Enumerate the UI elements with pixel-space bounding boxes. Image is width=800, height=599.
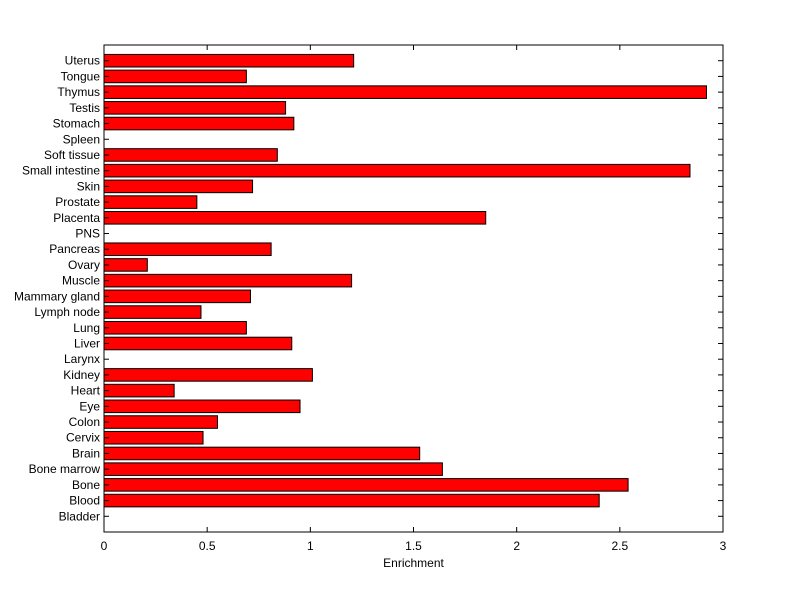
bar-thymus — [103, 85, 707, 99]
x-axis-label: Enrichment — [383, 556, 444, 570]
bar-eye — [103, 399, 301, 414]
y-tick-label: Skin — [77, 179, 100, 193]
bar-blood — [103, 493, 600, 508]
bar-pancreas — [103, 242, 272, 257]
bar-stomach — [103, 116, 295, 131]
y-tick-label: Pancreas — [49, 242, 100, 256]
bar-muscle — [103, 273, 353, 288]
x-tick-label: 1.5 — [405, 539, 422, 553]
y-tick-label: Testis — [69, 101, 100, 115]
x-tick-label: 2 — [513, 539, 520, 553]
y-tick-label: Stomach — [53, 117, 100, 131]
x-tick-label: 0.5 — [199, 539, 216, 553]
plot-frame — [103, 44, 724, 533]
x-tick-label: 1 — [307, 539, 314, 553]
bar-group — [103, 53, 707, 508]
bar-ovary — [103, 258, 148, 272]
y-tick-label: Blood — [69, 494, 100, 508]
bar-bone-marrow — [103, 462, 443, 476]
bar-lung — [103, 320, 247, 335]
y-tick-label: Ovary — [68, 258, 100, 272]
y-tick-label: Kidney — [63, 368, 100, 382]
x-tick-label: 0 — [101, 539, 108, 553]
bar-testis — [103, 101, 287, 115]
bar-colon — [103, 415, 218, 429]
bar-soft-tissue — [103, 148, 278, 162]
y-tick-label: Liver — [74, 336, 100, 350]
bar-cervix — [103, 430, 204, 445]
y-tick-label: Mammary gland — [14, 289, 100, 303]
y-tick-label: Small intestine — [22, 164, 100, 178]
bar-skin — [103, 179, 254, 194]
bar-kidney — [103, 368, 313, 382]
bar-lymph-node — [103, 305, 202, 319]
bar-small-intestine — [103, 163, 691, 178]
y-tick-label: PNS — [75, 227, 100, 241]
bar-bone — [103, 478, 629, 492]
y-tick-label: Brain — [72, 446, 100, 460]
x-tick-label: 2.5 — [611, 539, 628, 553]
y-tick-label: Spleen — [63, 132, 100, 146]
y-tick-label: Placenta — [53, 211, 100, 225]
bar-prostate — [103, 195, 198, 209]
bar-heart — [103, 383, 175, 398]
y-tick-label: Soft tissue — [44, 148, 100, 162]
y-tick-label: Bone marrow — [29, 462, 101, 476]
bar-placenta — [103, 211, 487, 225]
y-tick-label: Uterus — [65, 54, 100, 68]
y-tick-label: Bladder — [59, 509, 100, 523]
x-tick-label: 3 — [720, 539, 727, 553]
y-tick-label: Lung — [73, 321, 100, 335]
y-tick-label: Cervix — [66, 431, 100, 445]
y-tick-label: Bone — [72, 478, 100, 492]
y-tick-label: Prostate — [55, 195, 100, 209]
bar-mammary-gland — [103, 289, 251, 304]
y-tick-label: Heart — [71, 384, 101, 398]
bar-liver — [103, 336, 293, 351]
y-tick-label: Muscle — [62, 274, 100, 288]
y-tick-label: Larynx — [64, 352, 100, 366]
y-tick-label: Tongue — [61, 69, 101, 83]
y-tick-label: Thymus — [57, 85, 100, 99]
y-tick-label: Lymph node — [34, 305, 100, 319]
bar-tongue — [103, 69, 247, 84]
y-tick-label: Eye — [79, 399, 100, 413]
y-tick-label: Colon — [69, 415, 100, 429]
bar-uterus — [103, 53, 355, 68]
bar-brain — [103, 446, 421, 461]
